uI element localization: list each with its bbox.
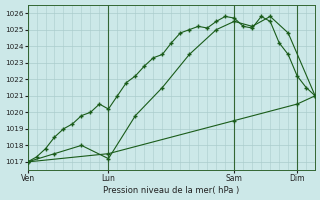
X-axis label: Pression niveau de la mer( hPa ): Pression niveau de la mer( hPa ) bbox=[103, 186, 239, 195]
